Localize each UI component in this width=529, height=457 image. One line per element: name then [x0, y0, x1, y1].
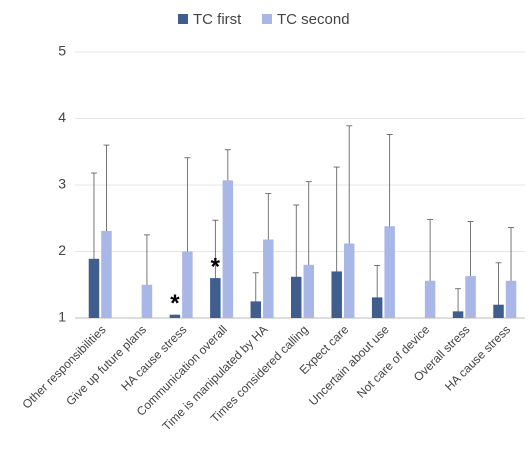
bar	[88, 258, 100, 318]
annotation: *	[170, 290, 180, 317]
bar	[222, 180, 234, 318]
bar	[331, 271, 342, 318]
legend-swatch	[262, 14, 272, 24]
bar	[169, 314, 181, 318]
bar	[384, 226, 395, 318]
legend-swatch	[178, 14, 188, 24]
annotation: *	[211, 253, 221, 280]
bar	[141, 284, 153, 318]
bar	[101, 230, 112, 318]
bar	[210, 278, 221, 318]
bar	[263, 239, 274, 318]
y-tick-label: 1	[58, 309, 66, 325]
bar	[250, 301, 262, 318]
y-tick-label: 3	[58, 176, 66, 192]
y-tick-label: 2	[58, 242, 66, 258]
bar	[465, 276, 476, 318]
bar	[452, 311, 464, 318]
legend-label: TC second	[277, 11, 350, 28]
legend-label: TC first	[193, 11, 242, 28]
bar	[505, 280, 517, 318]
y-tick-label: 5	[58, 43, 66, 59]
bar	[424, 280, 436, 318]
bar	[371, 297, 383, 318]
bar	[343, 243, 355, 318]
bar	[493, 304, 504, 318]
bar	[303, 264, 314, 318]
y-tick-label: 4	[58, 109, 66, 125]
bar	[182, 251, 193, 318]
bar	[291, 276, 302, 318]
x-tick-label: Not care of device	[354, 322, 433, 401]
